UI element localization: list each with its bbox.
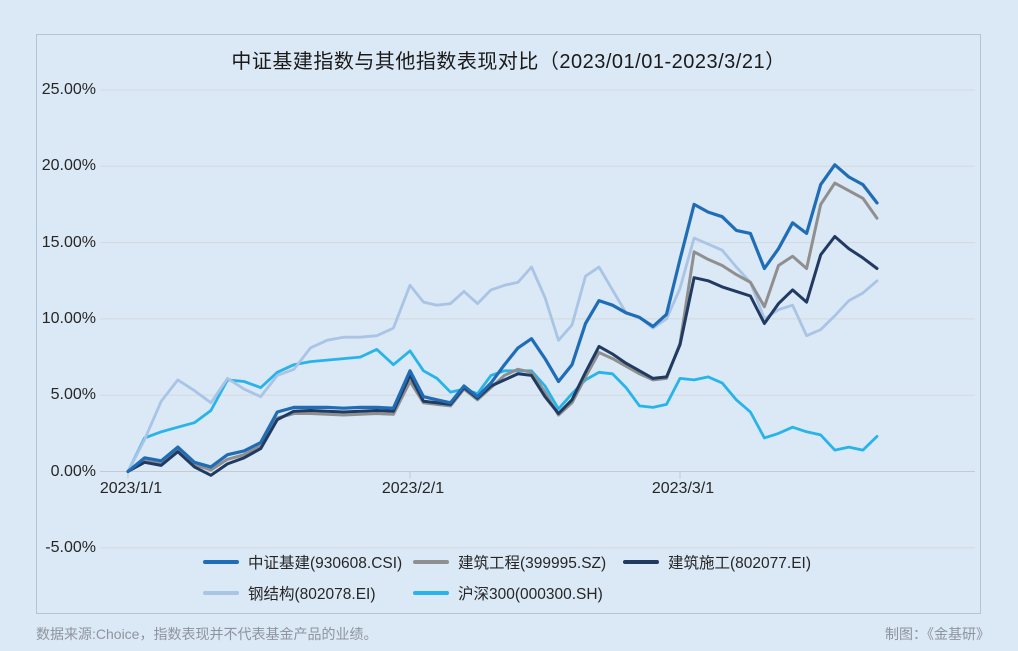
y-tick-label: 5.00% [50, 386, 96, 404]
legend-item[interactable]: 沪深300(000300.SH) [413, 582, 603, 604]
legend-label: 钢结构(802078.EI) [248, 585, 376, 603]
x-tick-label: 2023/3/1 [651, 480, 715, 497]
credit-note: 制图：《金基研》 [885, 626, 990, 642]
legend-swatch-icon [413, 559, 449, 564]
legend-item[interactable]: 中证基建(930608.CSI) [203, 551, 402, 573]
legend-item[interactable]: 钢结构(802078.EI) [203, 582, 376, 604]
legend-swatch-icon [203, 590, 239, 595]
legend-row: 钢结构(802078.EI) 沪深300(000300.SH) [203, 577, 903, 608]
y-tick-label: 0.00% [50, 462, 96, 480]
y-tick-label: 10.00% [41, 309, 96, 327]
y-tick-label: -5.00% [45, 538, 96, 556]
x-tick-label: 2023/2/1 [381, 480, 445, 497]
legend-label: 沪深300(000300.SH) [458, 585, 603, 603]
chart-title: 中证基建指数与其他指数表现对比（2023/01/01-2023/3/21） [231, 51, 786, 73]
chart-legend: 中证基建(930608.CSI) 建筑工程(399995.SZ) 建筑施工(8020… [203, 546, 903, 608]
legend-label: 中证基建(930608.CSI) [248, 554, 403, 572]
legend-item[interactable]: 建筑工程(399995.SZ) [413, 551, 606, 573]
legend-swatch-icon [203, 559, 239, 564]
y-tick-label: 15.00% [41, 233, 96, 251]
x-tick-label: 2023/1/1 [99, 480, 163, 497]
chart-panel: 中证基建指数与其他指数表现对比（2023/01/01-2023/3/21） [36, 34, 981, 614]
legend-row: 中证基建(930608.CSI) 建筑工程(399995.SZ) 建筑施工(8020… [203, 546, 903, 577]
y-tick-label: 25.00% [41, 81, 96, 98]
legend-label: 建筑工程(399995.SZ) [458, 554, 607, 572]
legend-swatch-icon [623, 559, 659, 564]
legend-item[interactable]: 建筑施工(802077.EI) [623, 551, 811, 573]
legend-label: 建筑施工(802077.EI) [668, 554, 811, 572]
y-tick-label: 20.00% [41, 157, 96, 175]
source-note: 数据来源:Choice，指数表现并不代表基金产品的业绩。 [36, 626, 378, 642]
legend-swatch-icon [413, 590, 449, 595]
